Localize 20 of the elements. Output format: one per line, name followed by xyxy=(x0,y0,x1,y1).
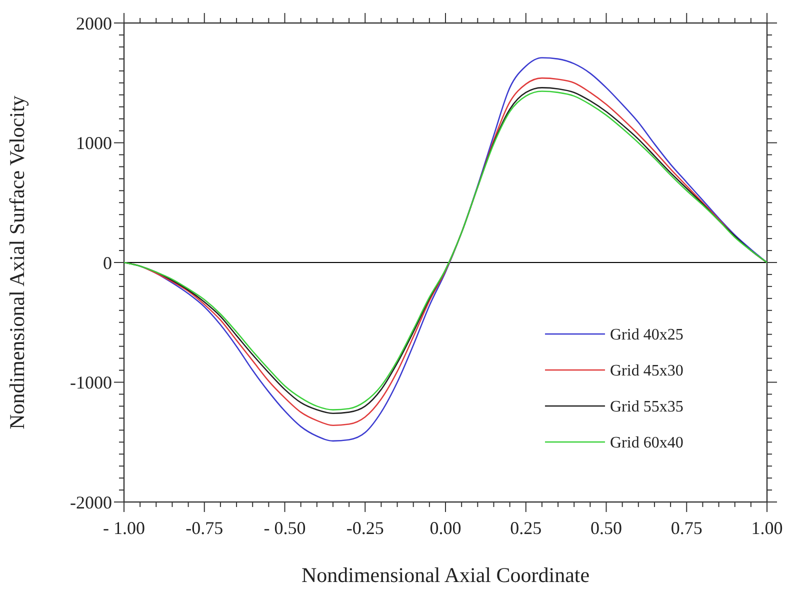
x-tick-label: 0.00 xyxy=(430,518,462,538)
x-tick-label: - 1.00 xyxy=(103,518,145,538)
x-axis-title: Nondimensional Axial Coordinate xyxy=(301,563,590,587)
legend-label: Grid 40x25 xyxy=(610,326,684,344)
y-axis-title: Nondimensional Axial Surface Velocity xyxy=(5,95,29,430)
y-tick-label: 0 xyxy=(103,252,112,273)
x-tick-label: - 0.50 xyxy=(264,518,306,538)
x-tick-label: -0.75 xyxy=(186,518,224,538)
y-tick-label: -1000 xyxy=(70,372,112,393)
y-tick-label: 1000 xyxy=(76,133,112,154)
y-tick-label: 2000 xyxy=(76,13,112,34)
y-tick-label: -2000 xyxy=(70,492,112,512)
x-tick-label: 0.75 xyxy=(670,518,702,538)
legend-label: Grid 45x30 xyxy=(610,362,684,380)
x-tick-label: 0.25 xyxy=(510,518,542,538)
legend-label: Grid 55x35 xyxy=(610,398,684,416)
legend-label: Grid 60x40 xyxy=(610,434,684,452)
x-tick-label: -0.25 xyxy=(346,518,384,538)
x-tick-label: 0.50 xyxy=(590,518,622,538)
x-tick-label: 1.00 xyxy=(751,518,783,538)
